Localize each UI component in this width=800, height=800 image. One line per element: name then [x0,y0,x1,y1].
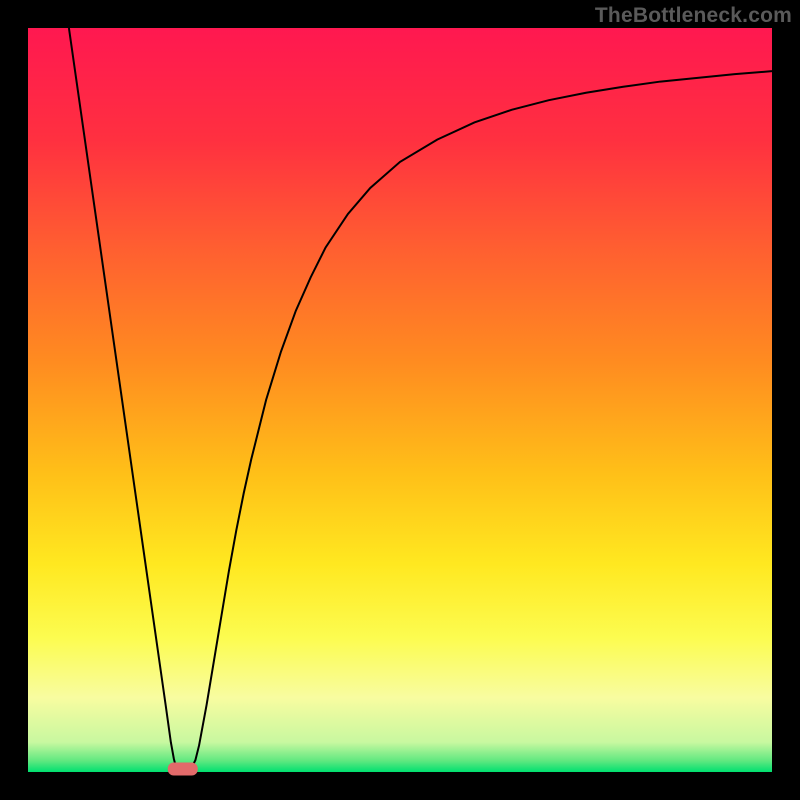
optimal-marker [168,763,198,776]
plot-background [28,28,772,772]
chart-container: TheBottleneck.com [0,0,800,800]
watermark-text: TheBottleneck.com [595,4,792,28]
bottleneck-chart [0,0,800,800]
